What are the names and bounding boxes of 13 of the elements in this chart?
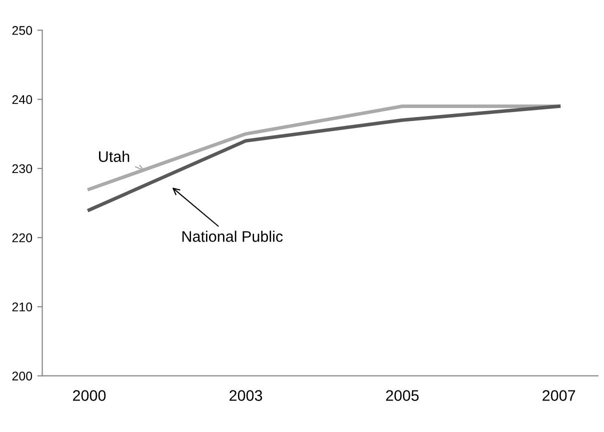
- x-tick-label: 2003: [230, 390, 262, 401]
- text: National Public: [182, 230, 283, 242]
- y-tick-label: 230: [12, 164, 32, 174]
- line-series: [88, 104, 561, 212]
- y-tick-label: 220: [12, 233, 32, 242]
- series-label: Utah: [99, 150, 130, 162]
- x-tick-label: 2000: [73, 390, 106, 401]
- x-tick-label: 2005: [386, 390, 419, 401]
- y-tick-label: 240: [12, 95, 32, 104]
- y-tick-label: 250: [12, 26, 32, 35]
- y-tick-label: 200: [12, 372, 32, 380]
- x-tick-label: 2007: [542, 390, 576, 401]
- y-tick-label: 210: [12, 302, 32, 312]
